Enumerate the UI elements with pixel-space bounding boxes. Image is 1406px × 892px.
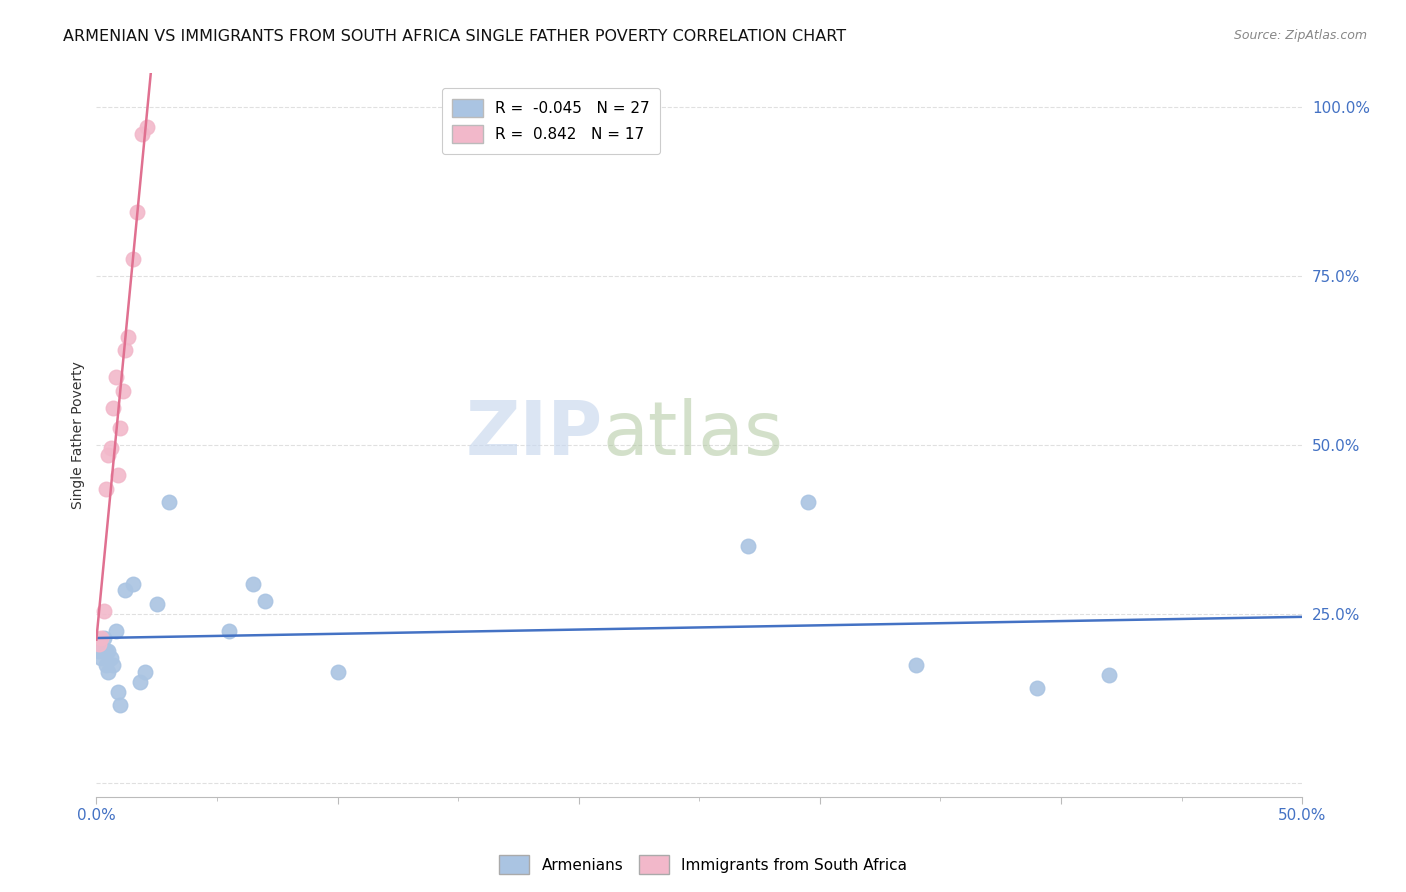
Point [90, 631, 112, 645]
Point [104, 370, 127, 384]
Point [326, 665, 349, 679]
Y-axis label: Single Father Poverty: Single Father Poverty [72, 361, 86, 508]
Point [111, 384, 134, 398]
Point [121, 252, 143, 266]
Point [128, 674, 150, 689]
Point [90, 651, 112, 665]
Point [94, 644, 117, 658]
Point [93, 631, 115, 645]
Point [100, 651, 122, 665]
Point [218, 624, 240, 638]
Point [254, 593, 277, 607]
Point [110, 421, 132, 435]
Point [136, 120, 159, 134]
Point [103, 657, 125, 672]
Point [107, 468, 129, 483]
Point [114, 583, 136, 598]
Point [97, 644, 120, 658]
Legend: Armenians, Immigrants from South Africa: Armenians, Immigrants from South Africa [492, 849, 914, 880]
Point [905, 657, 928, 672]
Legend: R =  -0.045   N = 27, R =  0.842   N = 17: R = -0.045 N = 27, R = 0.842 N = 17 [441, 87, 661, 154]
Point [145, 597, 167, 611]
Text: Source: ZipAtlas.com: Source: ZipAtlas.com [1233, 29, 1367, 43]
Point [97, 665, 120, 679]
Point [797, 495, 820, 509]
Point [1025, 681, 1047, 696]
Point [1098, 668, 1121, 682]
Point [131, 127, 153, 141]
Point [87, 644, 110, 658]
Text: ARMENIAN VS IMMIGRANTS FROM SOUTH AFRICA SINGLE FATHER POVERTY CORRELATION CHART: ARMENIAN VS IMMIGRANTS FROM SOUTH AFRICA… [63, 29, 846, 45]
Point [94, 482, 117, 496]
Point [94, 657, 117, 672]
Point [107, 685, 129, 699]
Point [97, 448, 120, 462]
Point [127, 204, 149, 219]
Point [110, 698, 132, 713]
Point [157, 495, 180, 509]
Point [737, 540, 759, 554]
Text: atlas: atlas [603, 399, 783, 471]
Point [104, 624, 127, 638]
Point [87, 638, 110, 652]
Text: ZIP: ZIP [465, 399, 603, 471]
Point [117, 330, 139, 344]
Point [93, 604, 115, 618]
Point [134, 665, 156, 679]
Point [121, 576, 143, 591]
Point [242, 576, 264, 591]
Point [103, 401, 125, 415]
Point [100, 442, 122, 456]
Point [114, 343, 136, 358]
